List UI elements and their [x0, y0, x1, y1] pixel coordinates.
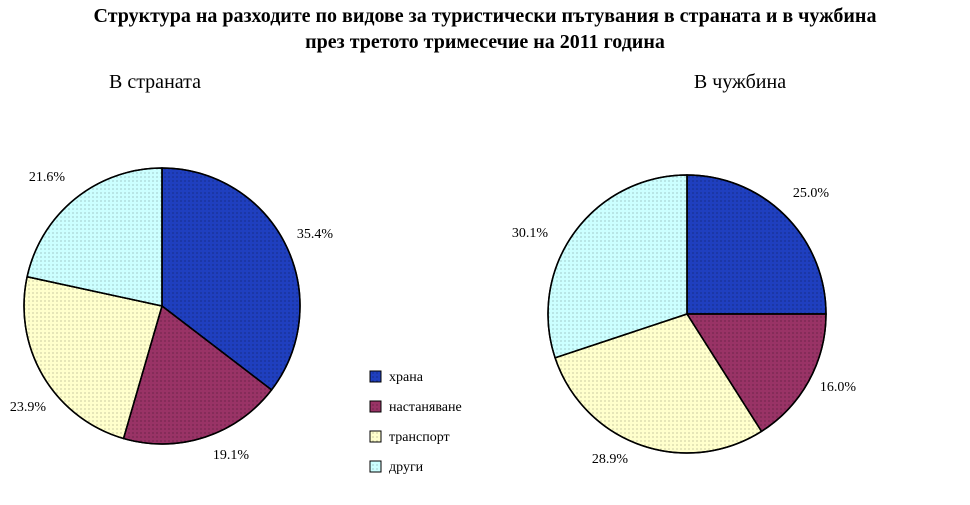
pie2-label-транспорт: 28.9%: [592, 452, 629, 467]
chart-title-line2: през третото тримесечие на 2011 година: [305, 31, 665, 53]
pie1-label-транспорт: 23.9%: [10, 400, 47, 415]
slice-divider: [161, 305, 273, 391]
legend-label-настаняване: настаняване: [389, 400, 462, 415]
legend-swatch-texture: [370, 401, 381, 412]
legend-swatch-texture: [370, 431, 381, 442]
pie-title-2: В чужбина: [694, 71, 786, 93]
legend: храна настаняване транспорт други: [369, 370, 462, 475]
pie-outline-2: [547, 174, 827, 454]
pie1-slice-храна-texture: [162, 168, 300, 390]
pie-chart-1: В страната 35.4% 19.1% 23.9% 21.6%: [10, 71, 334, 463]
slice-divider: [26, 276, 163, 307]
pie2-slice-други-texture: [548, 175, 687, 358]
pie2-label-храна: 25.0%: [793, 186, 830, 201]
legend-swatch-texture: [370, 461, 381, 472]
pie-title-1: В страната: [109, 71, 201, 93]
slice-divider: [554, 313, 688, 359]
pie2-slice-транспорт-texture: [555, 314, 762, 453]
slice-divider: [122, 305, 163, 439]
slice-divider: [686, 313, 763, 432]
pie-outline-1: [23, 167, 301, 445]
pie2-label-други: 30.1%: [512, 226, 549, 241]
pie1-slice-настаняване-texture: [123, 306, 272, 444]
chart-title: Структура на разходите по видове за тури…: [0, 3, 970, 55]
legend-label-транспорт: транспорт: [389, 430, 450, 445]
pie2-label-настаняване: 16.0%: [820, 380, 857, 395]
pie1-slice-други-texture: [27, 168, 162, 306]
legend-label-други: други: [389, 460, 424, 475]
pie1-label-други: 21.6%: [29, 170, 66, 185]
pie1-label-настаняване: 19.1%: [213, 448, 250, 463]
pie2-slice-настаняване-texture: [687, 314, 826, 432]
pie-chart-2: В чужбина 25.0% 16.0% 28.9% 30.1%: [512, 71, 857, 467]
legend-label-храна: храна: [389, 370, 424, 385]
chart-title-line1: Структура на разходите по видове за тури…: [93, 5, 877, 27]
pie1-slice-транспорт-texture: [24, 276, 162, 439]
pie1-label-храна: 35.4%: [297, 227, 334, 242]
legend-swatch-texture: [370, 371, 381, 382]
pie2-slice-храна-texture: [687, 175, 826, 314]
